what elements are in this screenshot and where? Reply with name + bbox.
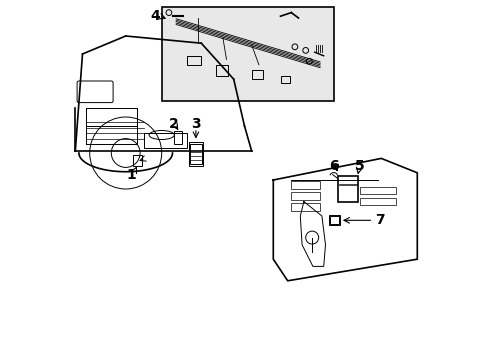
Bar (280, 76, 289, 83)
Bar (215, 65, 228, 76)
Bar (337, 176, 357, 202)
Bar (188, 142, 203, 166)
Bar (359, 187, 395, 194)
Bar (291, 181, 320, 189)
Text: 3: 3 (191, 117, 200, 131)
Bar (174, 131, 182, 144)
Text: 1: 1 (126, 168, 136, 181)
Text: 6: 6 (328, 159, 338, 172)
Bar (133, 155, 142, 166)
Bar (189, 144, 202, 164)
Bar (329, 216, 338, 224)
Bar (143, 133, 186, 148)
Bar (328, 215, 339, 225)
Text: 4: 4 (150, 9, 160, 23)
Text: 2: 2 (168, 117, 178, 131)
Bar (186, 56, 201, 65)
Bar (162, 7, 334, 101)
Bar (359, 198, 395, 205)
Bar (291, 203, 320, 211)
Bar (251, 70, 262, 79)
Text: 5: 5 (354, 159, 364, 172)
Bar (291, 192, 320, 200)
Text: 7: 7 (374, 213, 384, 227)
